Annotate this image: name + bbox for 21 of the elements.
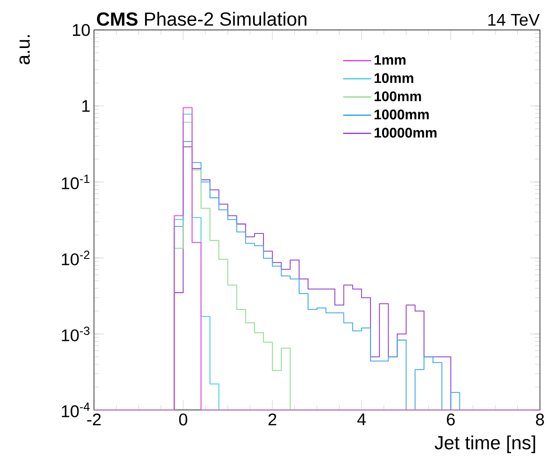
x-tick-label: 0 [179,413,188,426]
chart-subtitle: 14 TeV [488,14,540,26]
x-tick-label: 2 [268,413,276,426]
y-tick-label: 10$^{-2}$ [62,250,90,266]
x-tick-label: 4 [357,413,366,426]
legend-label: 1000mm [374,110,429,120]
x-tick-label: 6 [446,413,455,426]
y-tick-label: 10$^{-4}$ [62,402,90,418]
y-tick-label: 10$^{-3}$ [62,326,90,342]
y-tick-label: 10$^{-1}$ [62,174,90,190]
x-tick-label: -2 [87,413,101,426]
x-axis-title: Jet time [ns] [434,435,536,454]
legend-label: 1mm [374,55,406,65]
y-tick-label: 10 [72,24,90,36]
legend-label: 10000mm [374,128,436,138]
legend-label: 10mm [374,73,414,84]
y-axis-title: a.u. [19,35,30,64]
legend-label: 100mm [374,91,421,102]
y-tick-label: 1 [82,100,90,112]
chart-title: CMS Phase-2 Simulation [96,12,306,26]
x-tick-label: 8 [536,413,544,426]
